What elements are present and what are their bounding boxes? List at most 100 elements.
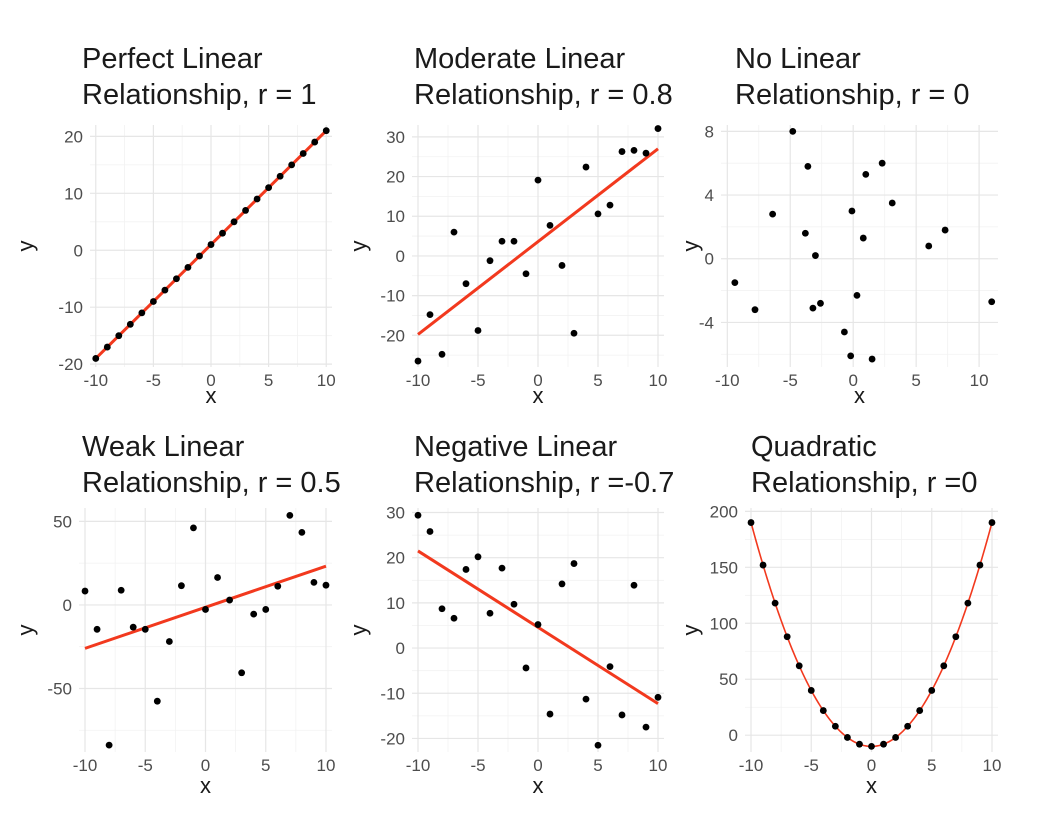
y-tick-label: -20	[380, 326, 405, 345]
data-point	[606, 201, 614, 209]
data-point	[214, 574, 221, 581]
data-point	[265, 184, 273, 192]
data-point	[486, 609, 494, 617]
data-point	[654, 693, 662, 701]
y-tick-label: 30	[386, 504, 405, 523]
data-point	[178, 582, 185, 590]
data-point	[546, 710, 554, 718]
x-tick-label: -5	[146, 371, 161, 390]
y-axis-label: y	[346, 625, 371, 636]
data-point	[880, 740, 887, 748]
data-point	[606, 663, 614, 670]
data-point	[196, 252, 203, 260]
data-point	[115, 332, 123, 340]
data-point	[414, 357, 422, 365]
data-point	[853, 291, 861, 299]
y-tick-label: 50	[53, 512, 72, 531]
data-point	[570, 560, 578, 567]
data-point	[558, 580, 566, 588]
data-point	[783, 633, 791, 641]
data-point	[510, 237, 518, 245]
data-point	[847, 352, 855, 360]
data-point	[928, 687, 936, 694]
y-tick-label: 20	[386, 549, 405, 568]
data-point	[322, 127, 330, 135]
data-point	[731, 279, 739, 287]
data-point	[522, 270, 530, 278]
data-point	[817, 299, 824, 307]
x-axis-label: x	[533, 383, 544, 408]
y-tick-label: 20	[64, 127, 83, 146]
data-point	[976, 561, 984, 569]
x-tick-label: 5	[593, 371, 602, 390]
data-point	[129, 623, 137, 631]
data-point	[840, 328, 848, 336]
y-tick-label: -50	[47, 679, 72, 698]
data-point	[751, 306, 759, 314]
chart-title-line: Negative Linear	[414, 431, 617, 463]
panel-moderate-linear: -10 -5 0 5 10 -20 -10 0 10 20 30 x y Moderate Linear R…	[346, 43, 673, 408]
data-point	[184, 263, 192, 271]
x-axis-label: x	[206, 383, 217, 408]
y-tick-label: 30	[386, 128, 405, 147]
data-point	[819, 707, 827, 714]
x-tick-label: 5	[927, 756, 936, 775]
data-point	[438, 605, 446, 613]
data-point	[298, 529, 306, 536]
data-point	[859, 234, 867, 242]
y-tick-label: -10	[380, 287, 405, 306]
x-tick-label: 5	[264, 371, 273, 390]
y-tick-label: 0	[63, 596, 72, 615]
x-tick-label: -10	[406, 756, 431, 775]
x-tick-label: 5	[593, 756, 602, 775]
y-tick-label: 0	[396, 247, 405, 266]
data-point	[230, 218, 238, 226]
y-tick-label: 4	[705, 186, 714, 205]
data-point	[253, 195, 261, 203]
y-tick-label: 0	[74, 241, 83, 260]
y-tick-label: 200	[710, 502, 738, 521]
x-tick-label: 0	[867, 756, 876, 775]
data-point	[173, 275, 180, 283]
chart-title-line: Relationship, r =-0.7	[414, 467, 674, 499]
x-tick-label: 10	[649, 756, 668, 775]
y-axis-label: y	[13, 241, 38, 252]
y-tick-label: -20	[380, 729, 405, 748]
data-point	[250, 610, 258, 618]
data-point	[510, 600, 518, 608]
data-point	[462, 280, 470, 288]
data-point	[582, 695, 590, 703]
data-point	[414, 511, 422, 519]
data-point	[311, 138, 319, 146]
data-point	[759, 561, 767, 569]
chart-title-line: Relationship, r = 1	[82, 79, 317, 111]
data-point	[426, 311, 434, 319]
data-point	[812, 252, 819, 259]
data-point	[558, 262, 566, 269]
data-point	[242, 207, 249, 214]
chart-title-line: Relationship, r = 0	[735, 79, 970, 111]
x-tick-label: -5	[470, 756, 485, 775]
x-tick-label: -10	[406, 371, 431, 390]
data-point	[426, 528, 434, 535]
data-point	[190, 524, 197, 532]
data-point	[165, 638, 173, 645]
data-point	[594, 210, 602, 218]
data-point	[630, 581, 638, 589]
data-point	[274, 582, 282, 590]
x-tick-label: -10	[739, 756, 764, 775]
data-point	[522, 664, 530, 672]
y-tick-label: 0	[396, 639, 405, 658]
data-point	[618, 148, 626, 155]
chart-title-line: Moderate Linear	[414, 43, 626, 75]
data-point	[831, 722, 839, 730]
data-point	[546, 221, 554, 229]
data-point	[81, 587, 89, 595]
data-point	[288, 161, 296, 169]
data-point	[809, 304, 817, 312]
data-point	[804, 162, 812, 170]
data-point	[310, 578, 318, 586]
data-point	[103, 343, 111, 351]
x-axis-label: x	[200, 773, 211, 798]
data-point	[925, 242, 933, 250]
